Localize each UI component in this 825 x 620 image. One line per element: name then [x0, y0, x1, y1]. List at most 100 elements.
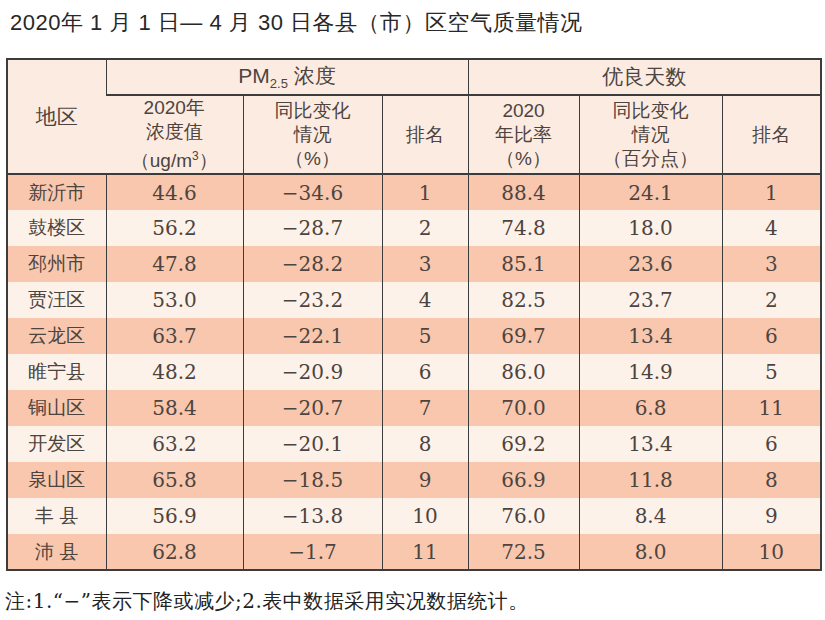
good-rate-cell: 82.5 [468, 282, 579, 318]
region-cell: 鼓楼区 [7, 210, 106, 246]
table-body: 新沂市 44.6 −34.6 1 88.4 24.1 1 鼓楼区 56.2 −2… [7, 174, 821, 570]
region-cell: 丰 县 [7, 498, 106, 534]
table-row: 邳州市 47.8 −28.2 3 85.1 23.6 3 [7, 246, 821, 282]
region-cell: 铜山区 [7, 390, 106, 426]
good-rate-cell: 86.0 [468, 354, 579, 390]
table-row: 沛 县 62.8 −1.7 11 72.5 8.0 10 [7, 534, 821, 570]
pm-rank-cell: 9 [382, 462, 468, 498]
good-rate-cell: 72.5 [468, 534, 579, 570]
good-rate-cell: 76.0 [468, 498, 579, 534]
pm-rank-cell: 10 [382, 498, 468, 534]
table-row: 贾汪区 53.0 −23.2 4 82.5 23.7 2 [7, 282, 821, 318]
pm25-label-subscript: 2.5 [270, 77, 288, 92]
pm-change-cell: −18.5 [243, 462, 382, 498]
header-region: 地区 [7, 59, 106, 174]
header-pm-value: 2020年 浓度值 （ug/m3） [106, 95, 243, 174]
pm-change-cell: −23.2 [243, 282, 382, 318]
good-change-cell: 13.4 [579, 426, 722, 462]
region-cell: 邳州市 [7, 246, 106, 282]
region-cell: 沛 县 [7, 534, 106, 570]
pm-rank-cell: 7 [382, 390, 468, 426]
good-change-cell: 6.8 [579, 390, 722, 426]
pm-change-cell: −20.1 [243, 426, 382, 462]
table-row: 铜山区 58.4 −20.7 7 70.0 6.8 11 [7, 390, 821, 426]
good-change-cell: 23.7 [579, 282, 722, 318]
pm-rank-cell: 2 [382, 210, 468, 246]
good-rank-cell: 3 [722, 246, 821, 282]
pm-change-cell: −28.7 [243, 210, 382, 246]
good-change-cell: 8.4 [579, 498, 722, 534]
pm-value-cell: 44.6 [106, 174, 243, 210]
good-rate-cell: 69.7 [468, 318, 579, 354]
unit-superscript: 3 [192, 149, 199, 163]
good-rank-cell: 6 [722, 426, 821, 462]
region-cell: 云龙区 [7, 318, 106, 354]
footnote: 注:1.“−”表示下降或减少;2.表中数据采用实况数据统计。 [5, 588, 825, 615]
good-rank-cell: 6 [722, 318, 821, 354]
good-rate-cell: 69.2 [468, 426, 579, 462]
good-rank-cell: 8 [722, 462, 821, 498]
region-cell: 贾汪区 [7, 282, 106, 318]
region-cell: 睢宁县 [7, 354, 106, 390]
pm-change-cell: −20.7 [243, 390, 382, 426]
good-rank-cell: 10 [722, 534, 821, 570]
pm-rank-cell: 1 [382, 174, 468, 210]
table-row: 云龙区 63.7 −22.1 5 69.7 13.4 6 [7, 318, 821, 354]
pm-rank-cell: 4 [382, 282, 468, 318]
header-pm-rank: 排名 [382, 95, 468, 174]
good-rate-cell: 74.8 [468, 210, 579, 246]
good-rate-cell: 70.0 [468, 390, 579, 426]
header-pm-value-line2: 浓度值 [106, 120, 243, 144]
region-cell: 开发区 [7, 426, 106, 462]
header-good-days-group: 优良天数 [468, 59, 821, 95]
air-quality-table: 地区 PM2.5 浓度 优良天数 2020年 浓度值 （ug/m3） 同比变化 … [6, 58, 822, 571]
good-rank-cell: 11 [722, 390, 821, 426]
header-pm25-group: PM2.5 浓度 [106, 59, 468, 95]
page-title: 2020年 1 月 1 日— 4 月 30 日各县（市）区空气质量情况 [10, 9, 825, 37]
table-row: 丰 县 56.9 −13.8 10 76.0 8.4 9 [7, 498, 821, 534]
good-rate-cell: 85.1 [468, 246, 579, 282]
pm-value-cell: 53.0 [106, 282, 243, 318]
pm-value-cell: 48.2 [106, 354, 243, 390]
good-rank-cell: 1 [722, 174, 821, 210]
pm-rank-cell: 3 [382, 246, 468, 282]
pm-change-cell: −1.7 [243, 534, 382, 570]
pm-value-cell: 58.4 [106, 390, 243, 426]
good-change-cell: 24.1 [579, 174, 722, 210]
pm25-label-suffix: 浓度 [288, 64, 336, 87]
header-good-rank: 排名 [722, 95, 821, 174]
table-row: 鼓楼区 56.2 −28.7 2 74.8 18.0 4 [7, 210, 821, 246]
header-pm-change: 同比变化 情况 （%） [243, 95, 382, 174]
pm-value-cell: 47.8 [106, 246, 243, 282]
pm-value-cell: 65.8 [106, 462, 243, 498]
good-rank-cell: 2 [722, 282, 821, 318]
good-change-cell: 11.8 [579, 462, 722, 498]
good-change-cell: 13.4 [579, 318, 722, 354]
region-cell: 新沂市 [7, 174, 106, 210]
pm-change-cell: −20.9 [243, 354, 382, 390]
header-good-change: 同比变化 情况 （百分点） [579, 95, 722, 174]
good-change-cell: 8.0 [579, 534, 722, 570]
table-row: 新沂市 44.6 −34.6 1 88.4 24.1 1 [7, 174, 821, 210]
header-group-row: 地区 PM2.5 浓度 优良天数 [7, 59, 821, 95]
table-row: 睢宁县 48.2 −20.9 6 86.0 14.9 5 [7, 354, 821, 390]
pm-value-cell: 63.2 [106, 426, 243, 462]
region-cell: 泉山区 [7, 462, 106, 498]
header-good-rate: 2020 年比率 （%） [468, 95, 579, 174]
pm-rank-cell: 8 [382, 426, 468, 462]
pm-value-cell: 63.7 [106, 318, 243, 354]
pm-change-cell: −34.6 [243, 174, 382, 210]
pm-rank-cell: 11 [382, 534, 468, 570]
pm-value-cell: 56.2 [106, 210, 243, 246]
good-rate-cell: 66.9 [468, 462, 579, 498]
good-rate-cell: 88.4 [468, 174, 579, 210]
pm-value-cell: 56.9 [106, 498, 243, 534]
table-row: 泉山区 65.8 −18.5 9 66.9 11.8 8 [7, 462, 821, 498]
good-rank-cell: 4 [722, 210, 821, 246]
good-rank-cell: 9 [722, 498, 821, 534]
table-header: 地区 PM2.5 浓度 优良天数 2020年 浓度值 （ug/m3） 同比变化 … [7, 59, 821, 174]
pm-change-cell: −22.1 [243, 318, 382, 354]
header-pm-value-unit: （ug/m3） [106, 144, 243, 173]
pm-value-cell: 62.8 [106, 534, 243, 570]
header-pm-value-line1: 2020年 [106, 96, 243, 120]
